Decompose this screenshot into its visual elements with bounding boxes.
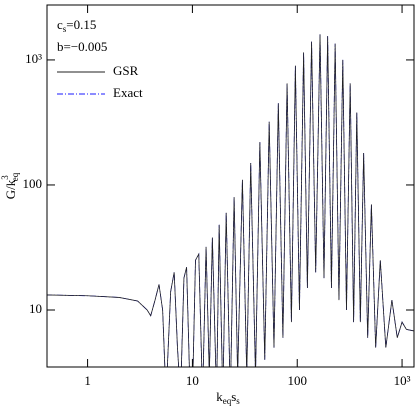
x-tick-label: 100 xyxy=(287,373,307,388)
series-line xyxy=(47,34,414,367)
y-tick-label: 10 xyxy=(29,301,42,316)
x-tick-label: 1 xyxy=(84,373,91,388)
y-tick-label: 100 xyxy=(23,176,43,191)
y-tick-label: 10³ xyxy=(25,51,42,66)
legend-label: GSR xyxy=(113,63,139,78)
legend-label: Exact xyxy=(113,85,143,100)
frame xyxy=(46,4,415,368)
y-axis-label: G/k3eq xyxy=(0,172,20,199)
x-tick-label: 10³ xyxy=(394,373,411,388)
plot-area xyxy=(47,34,414,367)
annotation: cs=0.15 xyxy=(57,17,96,34)
x-tick-label: 10 xyxy=(186,373,199,388)
x-axis-label: keqss xyxy=(216,389,240,406)
annotation: b=−0.005 xyxy=(57,39,107,54)
